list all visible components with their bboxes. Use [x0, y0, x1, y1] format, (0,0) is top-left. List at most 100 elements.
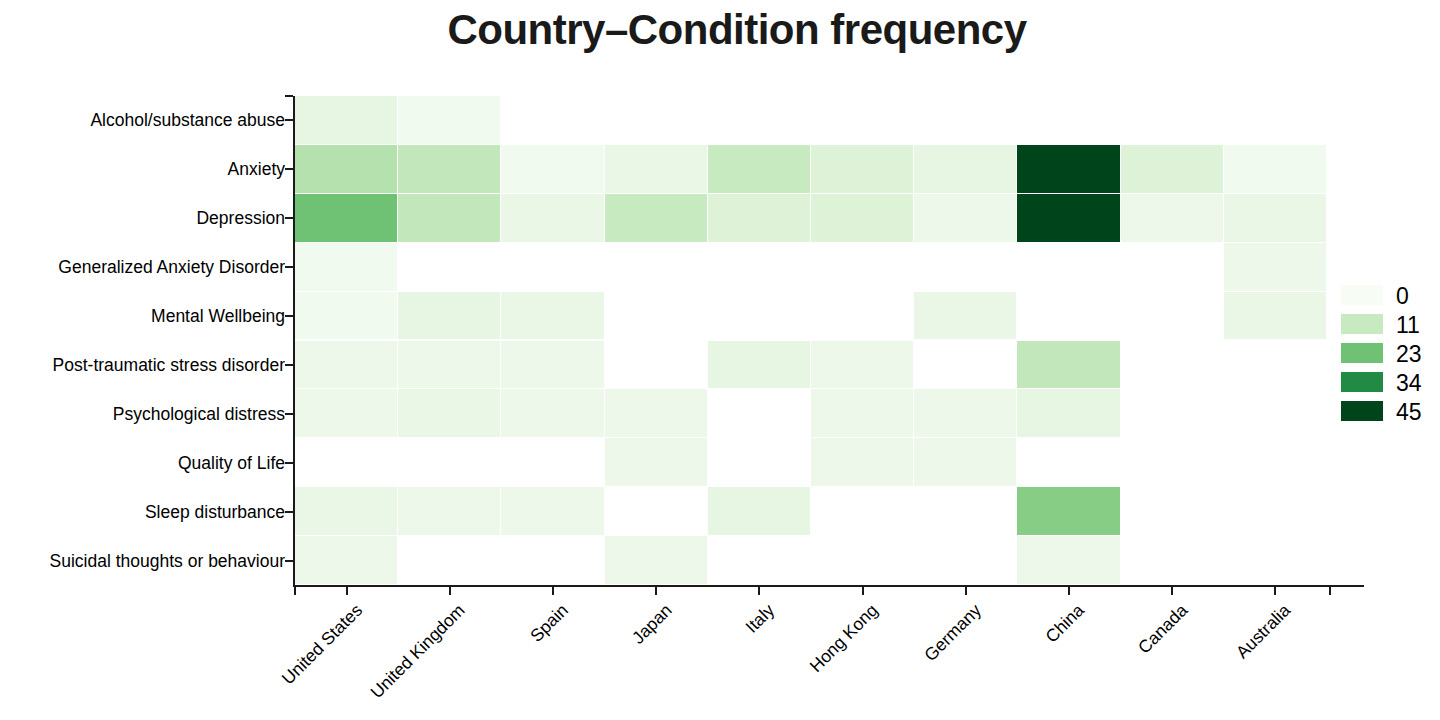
heatmap-cell	[1121, 145, 1223, 193]
heatmap-cell	[501, 292, 603, 340]
y-axis-tick	[285, 266, 293, 268]
x-axis-tick	[346, 587, 348, 595]
heatmap-cell	[914, 389, 1016, 437]
heatmap-cell	[501, 194, 603, 242]
heatmap-cell	[1017, 536, 1119, 584]
heatmap-cell	[1017, 389, 1119, 437]
heatmap-cell	[914, 194, 1016, 242]
y-axis-label: Post-traumatic stress disorder	[53, 355, 285, 375]
x-axis-tick	[552, 587, 554, 595]
heatmap-cell	[295, 243, 397, 291]
y-axis-label: Mental Wellbeing	[151, 306, 285, 326]
x-axis-label: United States	[277, 600, 366, 689]
x-axis-tick	[862, 587, 864, 595]
y-axis-tick	[285, 560, 293, 562]
x-axis-tick	[1068, 587, 1070, 595]
heatmap-cell	[811, 341, 913, 389]
heatmap-cell	[295, 341, 397, 389]
y-axis-line	[293, 96, 295, 587]
y-axis-tick	[285, 168, 293, 170]
heatmap-chart: Country–Condition frequency Alcohol/subs…	[0, 0, 1440, 720]
chart-title: Country–Condition frequency	[17, 6, 1440, 54]
x-axis-label: Hong Kong	[806, 600, 883, 677]
x-axis-label: Germany	[920, 600, 986, 666]
x-axis-label: China	[1042, 600, 1089, 647]
heatmap-cell	[811, 438, 913, 486]
y-axis-label: Anxiety	[228, 159, 285, 179]
heatmap-cell	[295, 389, 397, 437]
heatmap-cell	[1017, 341, 1119, 389]
y-axis-tick	[285, 364, 293, 366]
y-axis-tick	[285, 511, 293, 513]
y-axis-label: Quality of Life	[178, 453, 285, 473]
heatmap-cell	[914, 438, 1016, 486]
heatmap-cell	[398, 194, 500, 242]
heatmap-cell	[708, 145, 810, 193]
heatmap-cell	[1224, 194, 1326, 242]
x-axis-label: United Kingdom	[367, 600, 470, 703]
heatmap-cell	[1121, 194, 1223, 242]
y-axis-tick	[285, 217, 293, 219]
heatmap-cell	[811, 145, 913, 193]
legend-swatch	[1341, 285, 1383, 305]
heatmap-cell	[398, 341, 500, 389]
legend-label: 23	[1396, 343, 1422, 366]
heatmap-cell	[295, 96, 397, 144]
x-axis-tick	[449, 587, 451, 595]
legend-swatch	[1341, 372, 1383, 392]
heatmap-cell	[914, 292, 1016, 340]
heatmap-cell	[605, 438, 707, 486]
heatmap-cell	[811, 194, 913, 242]
y-axis-tick	[285, 119, 293, 121]
legend-label: 11	[1396, 314, 1420, 337]
heatmap-cell	[1017, 145, 1119, 193]
legend-swatch	[1341, 401, 1383, 421]
x-axis-label: Japan	[627, 600, 676, 649]
heatmap-cell	[398, 389, 500, 437]
y-axis-tick	[285, 413, 293, 415]
heatmap-cell	[1017, 487, 1119, 535]
x-axis-label: Italy	[742, 600, 780, 638]
x-axis-tick	[655, 587, 657, 595]
x-axis-label: Spain	[526, 600, 573, 647]
heatmap-cell	[811, 389, 913, 437]
heatmap-cell	[295, 194, 397, 242]
y-axis-label: Psychological distress	[113, 404, 285, 424]
heatmap-cell	[501, 145, 603, 193]
heatmap-cell	[708, 487, 810, 535]
heatmap-cell	[295, 536, 397, 584]
y-axis-label: Depression	[196, 208, 285, 228]
x-axis-line	[293, 585, 1364, 587]
heatmap-cell	[605, 389, 707, 437]
heatmap-cell	[295, 145, 397, 193]
y-axis-label: Sleep disturbance	[145, 502, 285, 522]
y-axis-tick	[285, 315, 293, 317]
legend-swatch	[1341, 343, 1383, 363]
x-axis-tick	[1329, 587, 1331, 595]
heatmap-cell	[501, 487, 603, 535]
legend-label: 45	[1396, 401, 1422, 424]
heatmap-cell	[605, 194, 707, 242]
heatmap-cell	[501, 389, 603, 437]
heatmap-cell	[398, 487, 500, 535]
x-axis-label: Australia	[1232, 600, 1295, 663]
y-axis-label: Generalized Anxiety Disorder	[58, 257, 285, 277]
heatmap-cell	[914, 145, 1016, 193]
x-axis-tick	[1171, 587, 1173, 595]
x-axis-tick	[294, 587, 296, 595]
heatmap-cell	[605, 145, 707, 193]
y-axis-tick	[285, 95, 293, 97]
x-axis-tick	[1274, 587, 1276, 595]
heatmap-cell	[398, 145, 500, 193]
legend-label: 34	[1396, 372, 1422, 395]
heatmap-cell	[1224, 243, 1326, 291]
heatmap-cell	[605, 536, 707, 584]
legend-label: 0	[1396, 285, 1409, 308]
heatmap-cell	[1224, 292, 1326, 340]
x-axis-tick	[758, 587, 760, 595]
heatmap-cell	[1224, 145, 1326, 193]
heatmap-cell	[295, 487, 397, 535]
heatmap-cell	[398, 292, 500, 340]
heatmap-cell	[708, 194, 810, 242]
heatmap-cell	[295, 292, 397, 340]
